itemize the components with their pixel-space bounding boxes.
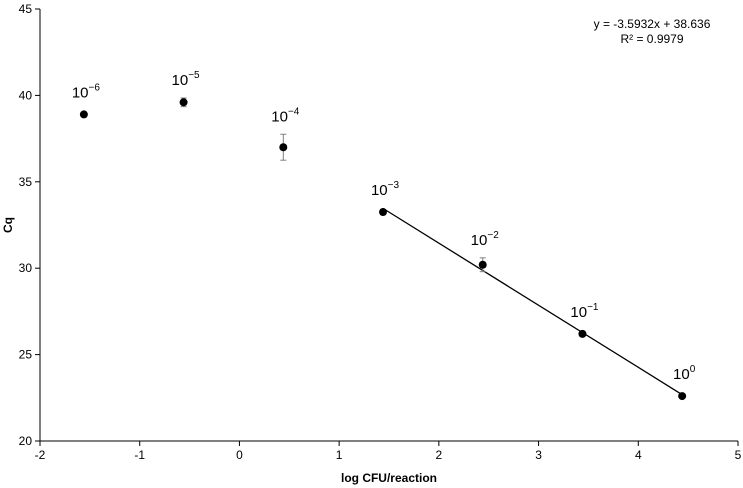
x-tick-label: 2 <box>436 448 443 462</box>
point-label: 100 <box>673 364 696 383</box>
trendline <box>382 207 683 396</box>
y-tick-label: 25 <box>19 348 33 362</box>
x-tick-label: -2 <box>35 448 46 462</box>
y-tick-label: 45 <box>19 2 33 16</box>
point-label: 10−2 <box>471 230 500 249</box>
x-tick-label: 3 <box>535 448 542 462</box>
x-axis-label: log CFU/reaction <box>341 471 437 485</box>
data-point <box>379 208 388 217</box>
trendline-equation: y = -3.5932x + 38.636 <box>594 17 711 31</box>
trendline-r-squared: R² = 0.9979 <box>620 32 683 46</box>
y-tick-label: 35 <box>19 175 33 189</box>
data-point <box>179 98 188 107</box>
plot-area <box>39 9 738 442</box>
point-label: 10−3 <box>371 180 400 199</box>
x-tick-label: 0 <box>236 448 243 462</box>
y-tick-label: 40 <box>19 88 33 102</box>
point-label: 10−5 <box>172 70 201 89</box>
y-tick-label: 30 <box>19 261 33 275</box>
y-axis-ticks: 20 25 30 35 40 45 <box>19 2 40 448</box>
data-marks: 10−6 10−5 10−4 10−3 10−2 10−1 100 <box>72 70 696 401</box>
data-point <box>678 392 687 401</box>
x-tick-label: -1 <box>134 448 145 462</box>
point-label: 10−1 <box>570 302 599 321</box>
point-label: 10−4 <box>271 106 300 125</box>
x-tick-label: 4 <box>635 448 642 462</box>
data-point <box>279 143 288 152</box>
x-axis-ticks: -2 -1 0 1 2 3 4 5 <box>35 441 742 462</box>
data-point <box>79 110 88 119</box>
x-tick-label: 1 <box>336 448 343 462</box>
data-point <box>478 260 487 269</box>
y-axis-label: Cq <box>1 217 15 233</box>
y-tick-label: 20 <box>19 434 33 448</box>
point-label: 10−6 <box>72 82 101 101</box>
x-tick-label: 5 <box>735 448 742 462</box>
data-point <box>578 329 587 338</box>
